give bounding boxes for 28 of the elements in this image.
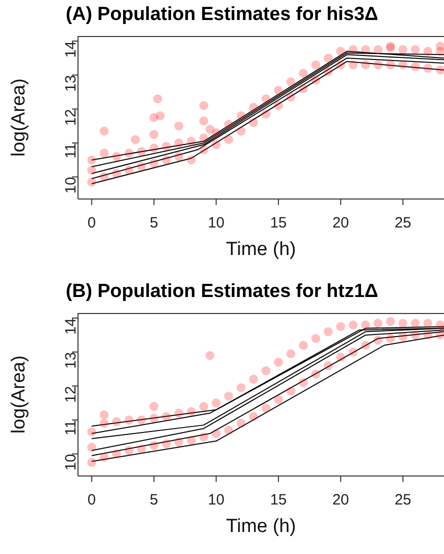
x-tick-label: 25 — [394, 492, 412, 509]
x-tick-label: 10 — [208, 492, 225, 509]
y-tick-label: 13 — [62, 75, 80, 92]
y-tick-label: 11 — [62, 142, 80, 159]
y-tick-label: 10 — [62, 176, 80, 194]
x-tick-label: 10 — [208, 214, 225, 232]
x-tick-label: 20 — [332, 214, 350, 232]
chart-title: (B) Population Estimates for htz1Δ — [64, 281, 380, 303]
y-axis-title: log(Area) — [8, 78, 30, 157]
x-tick-label: 5 — [150, 214, 158, 232]
x-tick-label: 5 — [150, 492, 158, 509]
y-tick-label: 14 — [62, 41, 80, 58]
y-tick-label: 11 — [62, 420, 80, 436]
y-tick-label: 14 — [62, 318, 80, 335]
x-tick-label: 15 — [270, 214, 287, 232]
y-tick-label: 12 — [62, 386, 80, 403]
x-tick-label: 0 — [88, 214, 96, 232]
y-tick-label: 12 — [62, 109, 80, 126]
x-tick-label: 15 — [270, 492, 287, 509]
x-tick-label: 0 — [88, 492, 96, 509]
y-tick-label: 13 — [62, 352, 80, 369]
y-axis-title: log(Area) — [8, 355, 30, 434]
x-axis-title: Time (h) — [226, 516, 296, 537]
x-tick-label: 25 — [394, 214, 412, 232]
chart-title: (A) Population Estimates for his3Δ — [64, 4, 380, 26]
y-tick-label: 10 — [62, 454, 80, 471]
x-tick-label: 20 — [332, 492, 350, 509]
x-axis-title: Time (h) — [226, 239, 296, 260]
